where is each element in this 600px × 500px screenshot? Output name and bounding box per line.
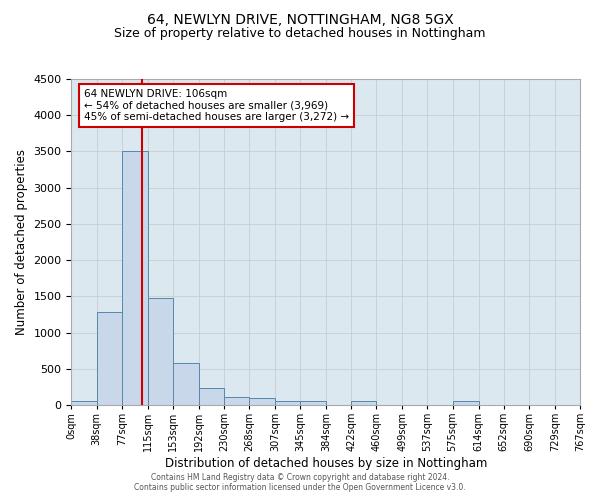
Bar: [71, 402, 97, 405]
Bar: [351, 400, 376, 405]
Y-axis label: Number of detached properties: Number of detached properties: [15, 149, 28, 335]
Bar: [199, 388, 224, 405]
Bar: [300, 402, 326, 405]
Text: 64 NEWLYN DRIVE: 106sqm
← 54% of detached houses are smaller (3,969)
45% of semi: 64 NEWLYN DRIVE: 106sqm ← 54% of detache…: [84, 89, 349, 122]
X-axis label: Distribution of detached houses by size in Nottingham: Distribution of detached houses by size …: [164, 457, 487, 470]
Bar: [275, 400, 300, 405]
Bar: [173, 364, 199, 405]
Bar: [452, 402, 479, 405]
Bar: [97, 312, 122, 405]
Text: 64, NEWLYN DRIVE, NOTTINGHAM, NG8 5GX: 64, NEWLYN DRIVE, NOTTINGHAM, NG8 5GX: [146, 12, 454, 26]
Bar: [122, 152, 148, 405]
Text: Size of property relative to detached houses in Nottingham: Size of property relative to detached ho…: [114, 28, 486, 40]
Text: Contains HM Land Registry data © Crown copyright and database right 2024.
Contai: Contains HM Land Registry data © Crown c…: [134, 473, 466, 492]
Bar: [249, 398, 275, 405]
Bar: [224, 396, 249, 405]
Bar: [148, 298, 173, 405]
